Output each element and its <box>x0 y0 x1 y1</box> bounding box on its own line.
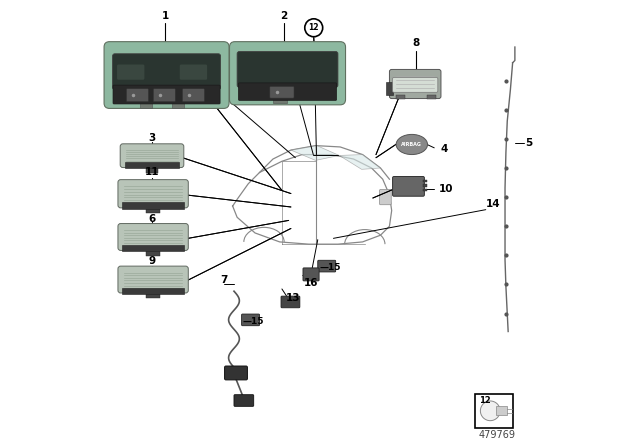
FancyBboxPatch shape <box>392 78 438 92</box>
FancyBboxPatch shape <box>118 180 188 208</box>
FancyBboxPatch shape <box>182 89 204 102</box>
Text: 10: 10 <box>439 184 453 194</box>
FancyBboxPatch shape <box>104 42 229 108</box>
FancyBboxPatch shape <box>146 292 160 298</box>
Text: 3: 3 <box>148 133 156 142</box>
FancyBboxPatch shape <box>303 268 319 281</box>
FancyBboxPatch shape <box>125 162 179 168</box>
Text: 11: 11 <box>145 168 159 177</box>
FancyBboxPatch shape <box>154 89 175 102</box>
FancyBboxPatch shape <box>230 42 346 105</box>
FancyBboxPatch shape <box>270 86 294 98</box>
FancyBboxPatch shape <box>122 288 184 294</box>
Bar <box>496 406 508 415</box>
FancyBboxPatch shape <box>392 177 424 196</box>
FancyBboxPatch shape <box>396 95 404 99</box>
FancyBboxPatch shape <box>120 144 184 168</box>
Text: 12: 12 <box>479 396 491 405</box>
FancyBboxPatch shape <box>146 167 158 173</box>
Text: 5: 5 <box>525 138 532 148</box>
Text: 2: 2 <box>280 11 288 21</box>
FancyBboxPatch shape <box>180 65 207 80</box>
Text: 8: 8 <box>413 38 420 47</box>
FancyBboxPatch shape <box>127 89 148 102</box>
FancyBboxPatch shape <box>317 260 336 272</box>
Bar <box>423 184 427 187</box>
FancyBboxPatch shape <box>386 82 393 95</box>
FancyBboxPatch shape <box>172 100 184 108</box>
FancyBboxPatch shape <box>281 296 300 308</box>
FancyBboxPatch shape <box>118 224 188 250</box>
Text: 7: 7 <box>220 275 227 285</box>
FancyBboxPatch shape <box>113 54 221 90</box>
FancyBboxPatch shape <box>122 202 184 209</box>
Text: —15: —15 <box>243 317 264 326</box>
FancyBboxPatch shape <box>427 95 436 99</box>
FancyBboxPatch shape <box>118 266 188 293</box>
FancyBboxPatch shape <box>113 85 220 104</box>
Text: 13: 13 <box>286 293 300 303</box>
Text: 4: 4 <box>441 144 449 154</box>
Bar <box>475 394 513 428</box>
Bar <box>423 180 427 182</box>
Circle shape <box>481 401 500 421</box>
Text: —15: —15 <box>319 263 340 272</box>
Bar <box>423 189 427 191</box>
FancyBboxPatch shape <box>239 83 337 100</box>
Text: 479769: 479769 <box>479 431 515 440</box>
FancyBboxPatch shape <box>225 366 248 380</box>
Text: 12: 12 <box>308 23 319 32</box>
FancyBboxPatch shape <box>273 97 287 103</box>
FancyBboxPatch shape <box>237 52 338 87</box>
FancyBboxPatch shape <box>241 314 260 326</box>
FancyBboxPatch shape <box>122 245 184 251</box>
Ellipse shape <box>396 134 428 155</box>
FancyBboxPatch shape <box>117 65 145 80</box>
Polygon shape <box>291 146 339 160</box>
Text: 6: 6 <box>148 214 156 224</box>
Text: 1: 1 <box>162 11 169 21</box>
Text: 14: 14 <box>486 199 500 209</box>
Text: AIRBAG: AIRBAG <box>401 142 422 147</box>
FancyBboxPatch shape <box>146 207 160 213</box>
Text: 9: 9 <box>148 256 156 266</box>
FancyBboxPatch shape <box>234 395 253 406</box>
FancyBboxPatch shape <box>146 250 160 256</box>
Polygon shape <box>339 155 380 169</box>
FancyBboxPatch shape <box>389 69 441 99</box>
FancyBboxPatch shape <box>380 190 391 205</box>
Text: 16: 16 <box>304 278 318 288</box>
FancyBboxPatch shape <box>140 100 152 108</box>
